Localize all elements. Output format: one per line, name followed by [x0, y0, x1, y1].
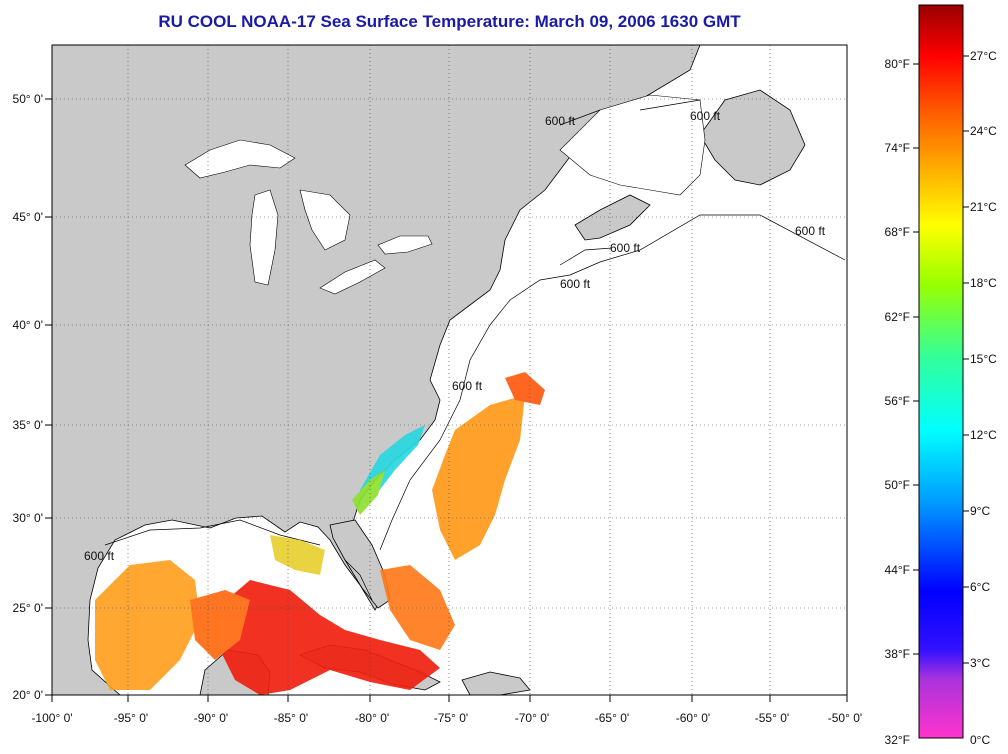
lat-label: 25° 0': [13, 601, 43, 615]
fahrenheit-label: 50°F: [885, 478, 910, 492]
sst-overlay: [95, 372, 545, 695]
longitude-labels: -100° 0' -95° 0' -90° 0' -85° 0' -80° 0'…: [31, 711, 862, 725]
lon-label: -75° 0': [434, 711, 468, 725]
sst-hatteras-red: [505, 372, 545, 405]
celsius-label: 12°C: [970, 428, 997, 442]
celsius-scale: 27°C 24°C 21°C 18°C 15°C 12°C 9°C 6°C 3°…: [970, 49, 997, 747]
newfoundland-land: [699, 89, 806, 186]
lon-label: -80° 0': [355, 711, 389, 725]
lake-ontario: [377, 235, 433, 255]
florida-land: [329, 519, 391, 609]
lon-label: -70° 0': [515, 711, 549, 725]
isobath-label: 600 ft: [610, 241, 641, 255]
lon-label: -60° 0': [676, 711, 710, 725]
celsius-ticks: [963, 55, 969, 664]
isobath-label: 600 ft: [795, 224, 826, 238]
axis-ticks: [45, 98, 848, 702]
celsius-label: 3°C: [970, 656, 990, 670]
temperature-colorbar: [918, 4, 964, 739]
fahrenheit-label: 62°F: [885, 310, 910, 324]
isobath-label: 600 ft: [545, 114, 576, 128]
celsius-label: 9°C: [970, 504, 990, 518]
graticule: [52, 45, 847, 695]
lon-label: -55° 0': [755, 711, 789, 725]
isobath-600ft-line: [104, 99, 846, 601]
lon-label: -85° 0': [274, 711, 308, 725]
isobath-labels: 600 ft 600 ft 600 ft 600 ft 600 ft 600 f…: [84, 109, 826, 563]
celsius-label: 0°C: [970, 733, 990, 747]
lat-label: 50° 0': [13, 92, 43, 106]
fahrenheit-label: 32°F: [885, 733, 910, 747]
fahrenheit-label: 68°F: [885, 225, 910, 239]
fahrenheit-label: 38°F: [885, 647, 910, 661]
celsius-label: 27°C: [970, 49, 997, 63]
fahrenheit-label: 80°F: [885, 57, 910, 71]
fahrenheit-label: 56°F: [885, 394, 910, 408]
latitude-labels: 50° 0' 45° 0' 40° 0' 35° 0' 30° 0' 25° 0…: [13, 92, 43, 702]
fahrenheit-label: 74°F: [885, 141, 910, 155]
lake-erie: [319, 259, 386, 295]
isobath-label: 600 ft: [690, 109, 721, 123]
sst-loop-current-red: [215, 580, 440, 695]
lake-superior: [184, 139, 296, 179]
celsius-label: 6°C: [970, 580, 990, 594]
lake-huron: [299, 189, 351, 251]
fahrenheit-label: 44°F: [885, 563, 910, 577]
lat-label: 20° 0': [13, 688, 43, 702]
celsius-label: 21°C: [970, 200, 997, 214]
lon-label: -90° 0': [194, 711, 228, 725]
sst-gulf-orange-central: [190, 590, 250, 660]
isobath-label: 600 ft: [452, 379, 483, 393]
lat-label: 40° 0': [13, 318, 43, 332]
celsius-label: 24°C: [970, 124, 997, 138]
sst-gulf-stream-orange: [432, 395, 525, 560]
lat-label: 35° 0': [13, 418, 43, 432]
map-title: RU COOL NOAA-17 Sea Surface Temperature:…: [158, 12, 741, 31]
lon-label: -50° 0': [828, 711, 862, 725]
celsius-label: 18°C: [970, 276, 997, 290]
lake-michigan: [249, 189, 279, 286]
lon-label: -65° 0': [595, 711, 629, 725]
isobath-label: 600 ft: [84, 549, 115, 563]
fahrenheit-ticks: [913, 63, 919, 655]
isobath-label: 600 ft: [560, 277, 591, 291]
sst-shelf-green: [352, 470, 385, 515]
lat-label: 45° 0': [13, 210, 43, 224]
fahrenheit-scale: 80°F 74°F 68°F 62°F 56°F 50°F 44°F 38°F …: [885, 57, 910, 747]
lat-label: 30° 0': [13, 511, 43, 525]
nova-scotia-land: [574, 194, 651, 241]
sst-gulf-orange-west: [95, 560, 200, 690]
celsius-label: 15°C: [970, 352, 997, 366]
sst-bahamas-orange: [380, 565, 455, 650]
lon-label: -100° 0': [31, 711, 72, 725]
lon-label: -95° 0': [114, 711, 148, 725]
sst-gulf-yellow-north: [270, 535, 325, 575]
